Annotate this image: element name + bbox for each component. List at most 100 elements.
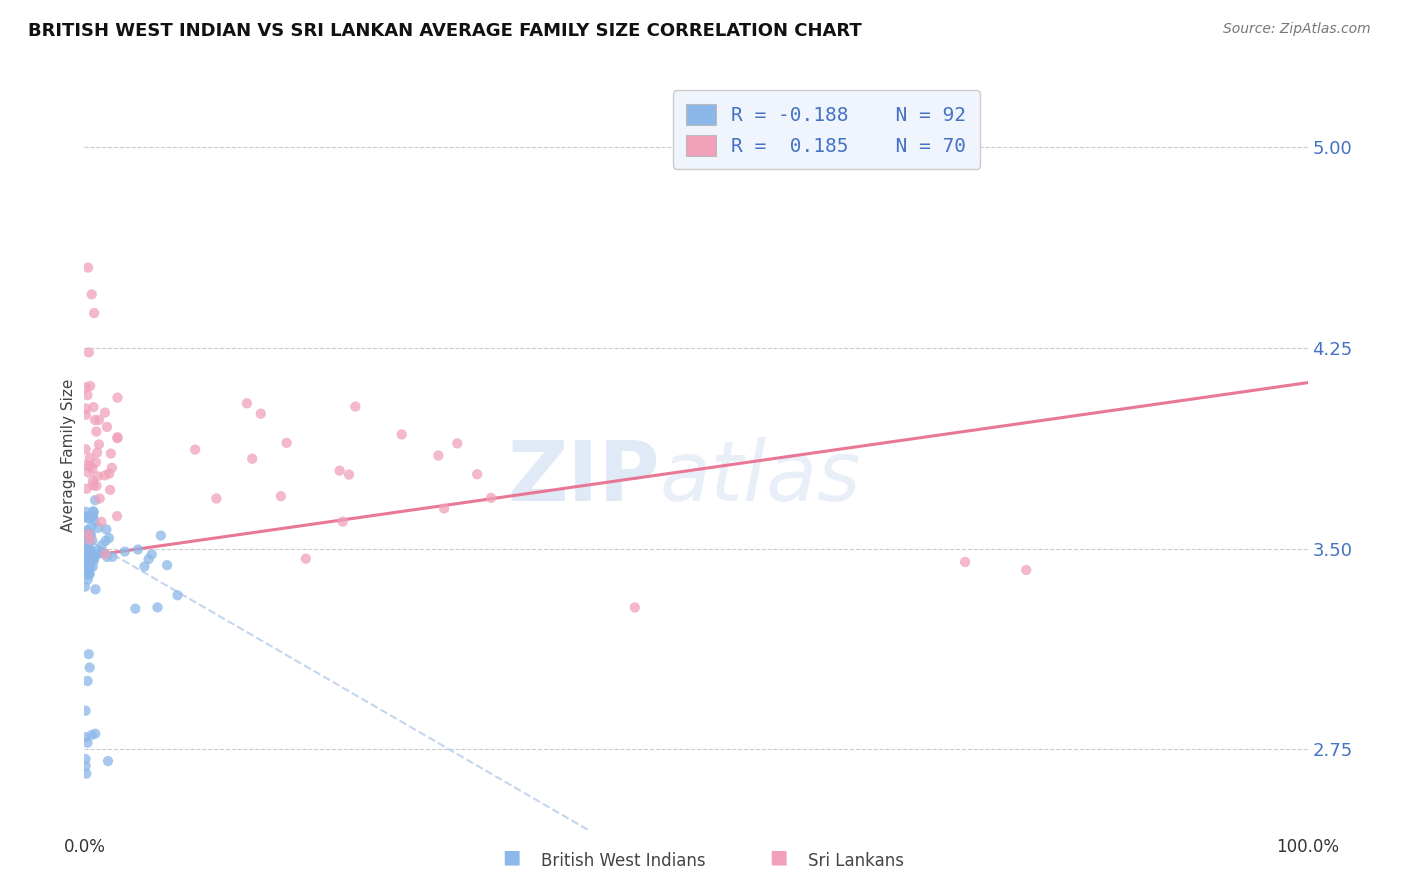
Point — [76, 556, 98, 570]
Point — [270, 489, 292, 503]
Point — [82, 461, 104, 475]
Point — [80, 728, 103, 742]
Point — [249, 407, 271, 421]
Point — [77, 647, 100, 661]
Point — [141, 547, 163, 561]
Point — [75, 759, 97, 773]
Point — [77, 260, 100, 275]
Point — [77, 531, 100, 545]
Point — [149, 528, 172, 542]
Point — [76, 523, 98, 537]
Point — [465, 467, 488, 482]
Point — [79, 527, 101, 541]
Point — [1015, 563, 1038, 577]
Point — [94, 533, 117, 548]
Point — [79, 450, 101, 465]
Point — [77, 466, 100, 480]
Point — [76, 673, 98, 688]
Point — [75, 380, 97, 394]
Point — [134, 559, 156, 574]
Point — [97, 754, 120, 768]
Point — [184, 442, 207, 457]
Point — [86, 425, 108, 439]
Point — [79, 560, 101, 574]
Point — [82, 559, 104, 574]
Point — [79, 660, 101, 674]
Legend: R = -0.188    N = 92, R =  0.185    N = 70: R = -0.188 N = 92, R = 0.185 N = 70 — [673, 90, 980, 169]
Point — [79, 459, 101, 474]
Point — [107, 391, 129, 405]
Point — [82, 508, 104, 523]
Text: atlas: atlas — [659, 437, 860, 518]
Point — [391, 427, 413, 442]
Point — [90, 538, 112, 552]
Point — [479, 491, 502, 505]
Point — [75, 541, 97, 555]
Point — [94, 547, 117, 561]
Point — [73, 538, 96, 552]
Point — [75, 524, 97, 539]
Point — [76, 539, 98, 553]
Point — [83, 514, 105, 528]
Point — [84, 493, 107, 508]
Point — [80, 543, 103, 558]
Point — [107, 430, 129, 444]
Point — [101, 549, 124, 564]
Point — [240, 451, 263, 466]
Y-axis label: Average Family Size: Average Family Size — [60, 378, 76, 532]
Point — [96, 549, 118, 564]
Point — [105, 431, 128, 445]
Point — [77, 539, 100, 553]
Point — [79, 548, 101, 562]
Point — [80, 287, 103, 301]
Point — [156, 558, 179, 573]
Point — [100, 446, 122, 460]
Point — [76, 533, 98, 548]
Point — [76, 573, 98, 587]
Point — [86, 542, 108, 557]
Point — [82, 533, 104, 548]
Point — [77, 525, 100, 540]
Point — [86, 469, 108, 483]
Point — [75, 530, 97, 544]
Text: ■: ■ — [769, 847, 787, 866]
Point — [77, 527, 100, 541]
Point — [166, 588, 188, 602]
Point — [79, 379, 101, 393]
Point — [82, 509, 104, 524]
Point — [446, 436, 468, 450]
Text: BRITISH WEST INDIAN VS SRI LANKAN AVERAGE FAMILY SIZE CORRELATION CHART: BRITISH WEST INDIAN VS SRI LANKAN AVERAG… — [28, 22, 862, 40]
Point — [79, 533, 101, 547]
Point — [332, 515, 354, 529]
Point — [76, 541, 98, 556]
Point — [87, 437, 110, 451]
Point — [75, 554, 97, 568]
Point — [205, 491, 228, 506]
Text: Sri Lankans: Sri Lankans — [808, 852, 904, 870]
Point — [76, 509, 98, 524]
Point — [79, 556, 101, 570]
Point — [80, 527, 103, 541]
Point — [91, 546, 114, 560]
Point — [77, 543, 100, 558]
Point — [76, 548, 98, 562]
Point — [77, 527, 100, 541]
Point — [98, 483, 121, 497]
Point — [77, 535, 100, 549]
Point — [86, 479, 108, 493]
Point — [77, 345, 100, 359]
Point — [87, 521, 110, 535]
Point — [75, 458, 97, 472]
Point — [79, 566, 101, 581]
Point — [236, 396, 259, 410]
Point — [79, 567, 101, 582]
Point — [329, 464, 352, 478]
Point — [82, 474, 104, 488]
Point — [77, 535, 100, 549]
Point — [73, 528, 96, 542]
Point — [124, 601, 146, 615]
Point — [73, 549, 96, 564]
Point — [79, 529, 101, 543]
Point — [94, 406, 117, 420]
Point — [344, 400, 367, 414]
